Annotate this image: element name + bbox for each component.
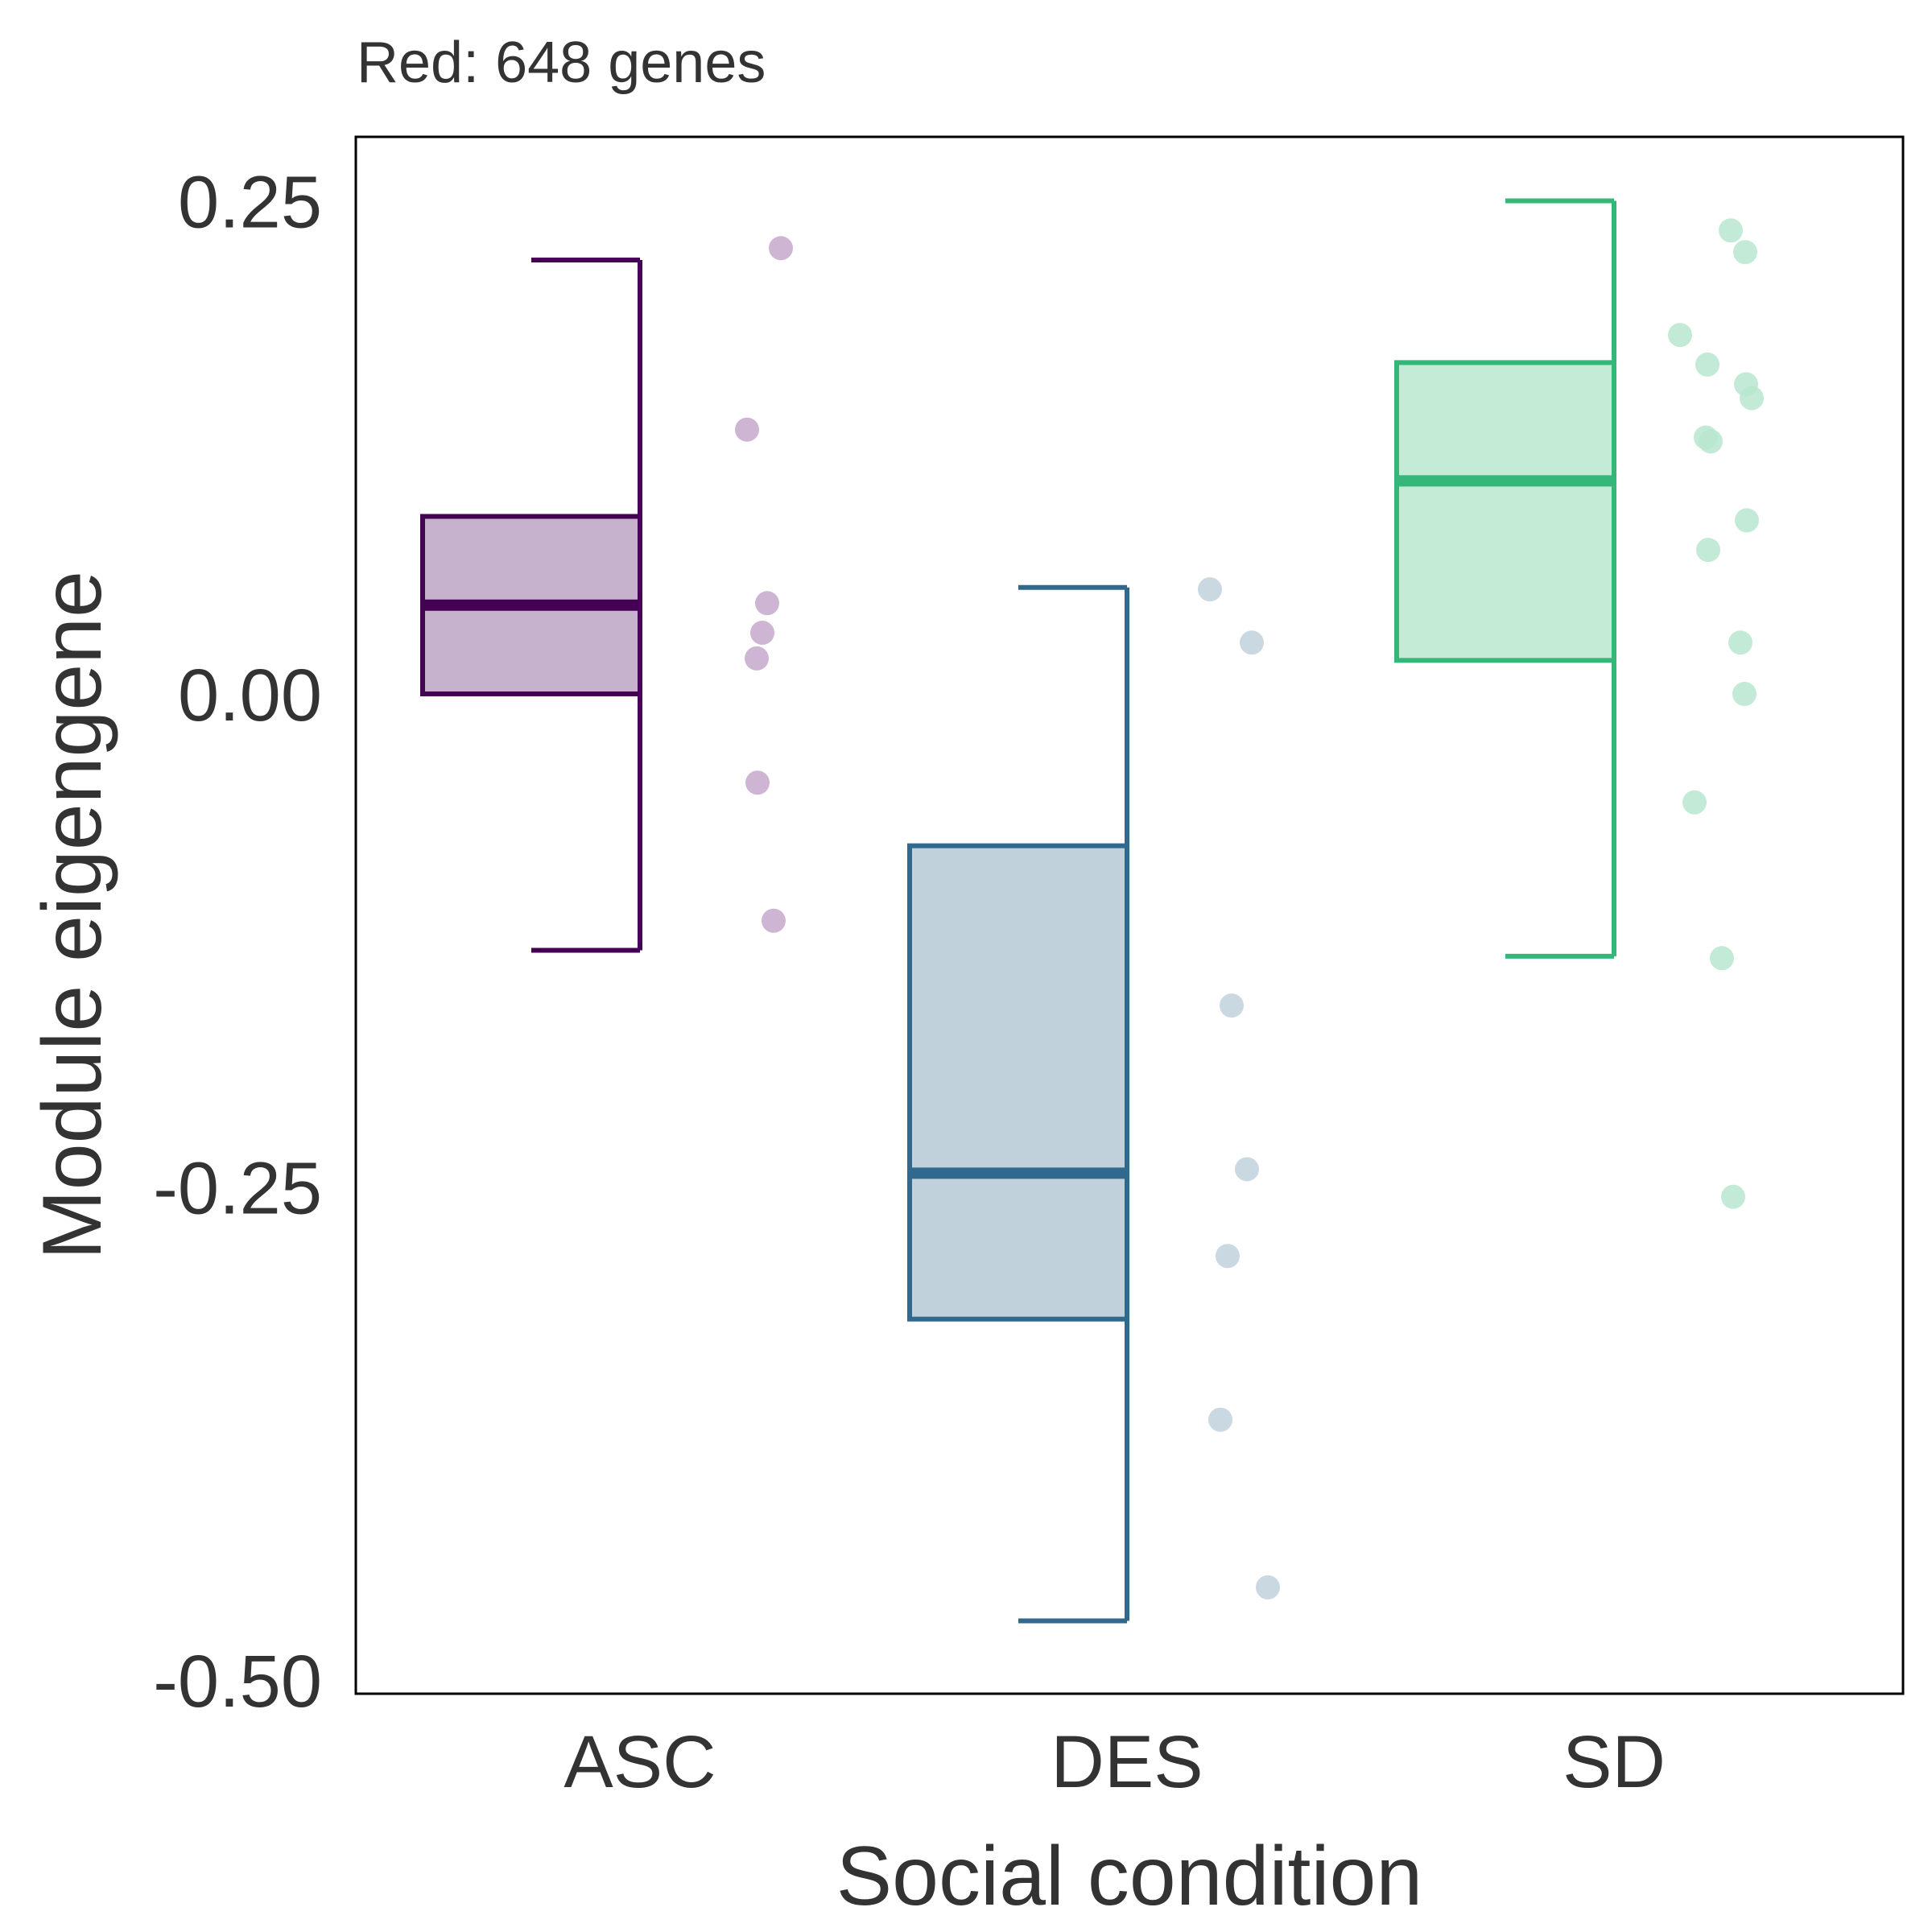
x-axis-ticks: ASC DES SD xyxy=(564,1721,1665,1803)
y-axis-label: Module eigengene xyxy=(26,571,119,1260)
data-point xyxy=(1220,993,1244,1018)
chart-title: Red: 648 genes xyxy=(357,31,766,95)
data-point xyxy=(745,646,769,671)
iqr-box xyxy=(1394,360,1616,663)
data-point xyxy=(755,591,779,616)
y-tick-label: -0.25 xyxy=(153,1148,322,1230)
x-tick-label-sd: SD xyxy=(1563,1721,1666,1803)
x-tick-label-des: DES xyxy=(1051,1721,1203,1803)
data-point xyxy=(1696,538,1720,563)
y-axis-ticks: 0.25 0.00 -0.25 -0.50 xyxy=(153,162,322,1724)
x-axis-label: Social condition xyxy=(836,1830,1422,1923)
data-point xyxy=(750,621,774,646)
data-point xyxy=(1208,1407,1232,1432)
iqr-box xyxy=(907,843,1129,1322)
data-point xyxy=(735,417,759,442)
data-point xyxy=(745,770,770,795)
data-point xyxy=(1733,240,1757,265)
data-point xyxy=(1710,946,1734,971)
data-point xyxy=(1735,508,1759,533)
plot-frame xyxy=(354,135,1905,1695)
data-point xyxy=(1198,577,1222,602)
data-point xyxy=(1256,1575,1280,1600)
data-point xyxy=(1719,218,1743,243)
box-group-asc xyxy=(420,236,793,953)
plot-area xyxy=(420,198,1764,1624)
data-point xyxy=(769,236,793,261)
data-point xyxy=(1216,1244,1240,1269)
y-tick-label: -0.50 xyxy=(153,1641,322,1723)
data-point xyxy=(1695,352,1719,377)
data-point xyxy=(1728,630,1752,655)
y-tick-label: 0.25 xyxy=(178,162,322,244)
data-point xyxy=(762,908,786,933)
data-point xyxy=(1235,1157,1259,1182)
data-point xyxy=(1699,429,1723,454)
data-point xyxy=(1740,386,1764,411)
data-point xyxy=(1682,790,1707,815)
data-point xyxy=(1732,682,1757,706)
box-group-des xyxy=(907,577,1280,1624)
data-point xyxy=(1668,323,1692,348)
x-tick-label-asc: ASC xyxy=(564,1721,716,1803)
data-point xyxy=(1721,1184,1745,1209)
box-group-sd xyxy=(1394,198,1764,1209)
y-tick-label: 0.00 xyxy=(178,654,322,737)
data-point xyxy=(1240,630,1264,655)
